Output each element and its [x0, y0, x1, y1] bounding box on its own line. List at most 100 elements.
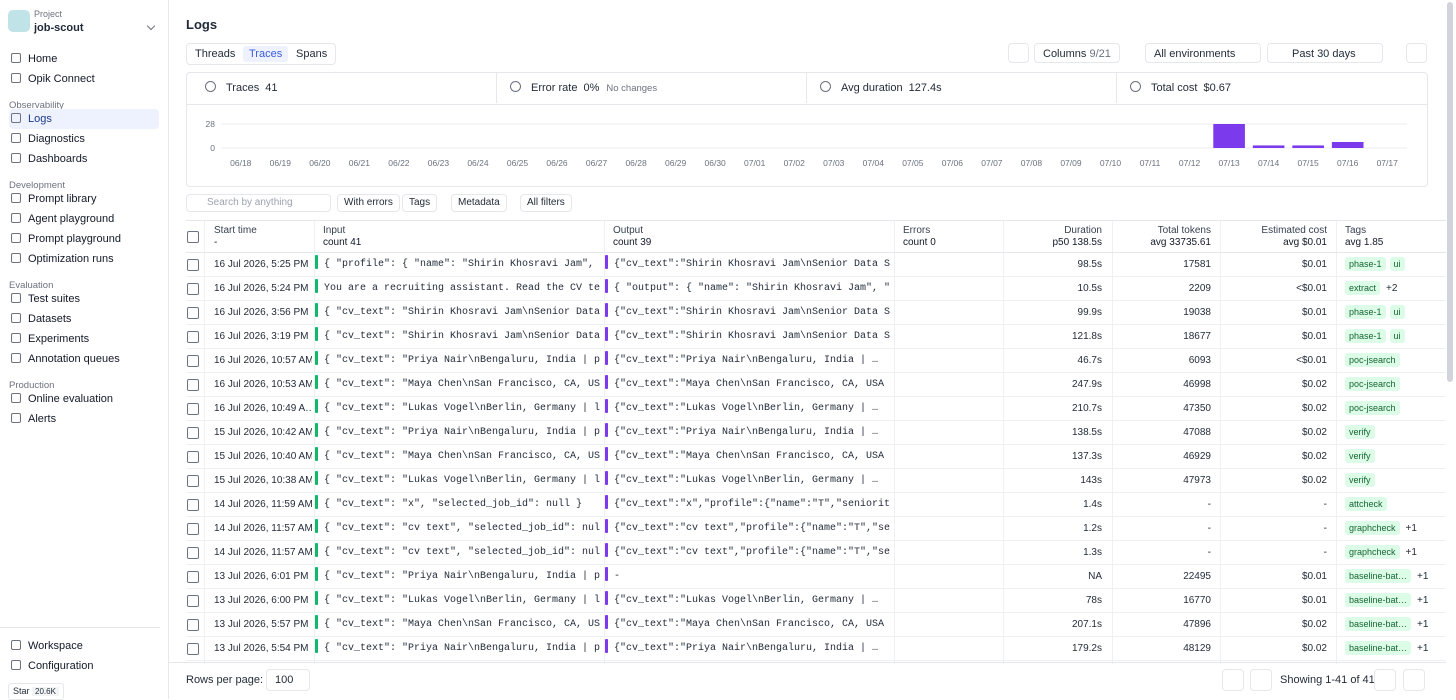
- input-text: { "cv_text": "Priya Nair\nBengaluru, Ind…: [324, 643, 600, 654]
- column-border: [1220, 221, 1221, 664]
- checkbox[interactable]: [187, 475, 199, 487]
- rows-per-page-select[interactable]: 100: [266, 669, 310, 691]
- nav-item[interactable]: Logs: [9, 109, 159, 129]
- project-icon: [8, 10, 30, 32]
- nav-item[interactable]: Optimization runs: [9, 249, 159, 269]
- tokens: 16770: [1183, 595, 1211, 606]
- checkbox[interactable]: [187, 231, 199, 243]
- input-cell: { "cv_text": "Shirin Khosravi Jam\nSenio…: [315, 301, 600, 325]
- checkbox[interactable]: [187, 595, 199, 607]
- nav-item[interactable]: Prompt playground: [9, 229, 159, 249]
- tab[interactable]: Traces: [243, 46, 289, 62]
- filter-button[interactable]: With errors: [337, 194, 400, 212]
- checkbox[interactable]: [187, 643, 199, 655]
- nav-label: Diagnostics: [28, 133, 85, 145]
- checkbox[interactable]: [187, 571, 199, 583]
- cost: -: [1323, 523, 1327, 534]
- first-page[interactable]: [1222, 669, 1244, 691]
- nav-item[interactable]: Datasets: [9, 309, 159, 329]
- nav-item[interactable]: Workspace: [9, 636, 159, 656]
- output-marker: [605, 567, 608, 581]
- column-title[interactable]: Tags: [1345, 225, 1367, 236]
- star-button[interactable]: Star 20.6K: [8, 683, 64, 700]
- checkbox[interactable]: [187, 547, 199, 559]
- nav-label: Alerts: [28, 413, 57, 425]
- filter-button[interactable]: Tags: [402, 194, 438, 212]
- output-text: {"cv_text":"Maya Chen\nSan Francisco, CA…: [614, 451, 890, 462]
- output-cell: {"cv_text":"cv text","profile":{"name":"…: [605, 541, 890, 565]
- nav-item[interactable]: Dashboards: [9, 149, 159, 169]
- duration: 247.9s: [1071, 379, 1102, 390]
- checkbox[interactable]: [187, 403, 199, 415]
- tab[interactable]: Threads: [195, 48, 236, 60]
- tag: graphcheck: [1345, 545, 1400, 559]
- row-border: [186, 516, 1446, 517]
- column-border: [1003, 221, 1004, 664]
- nav-item[interactable]: Home: [9, 49, 159, 69]
- column-title[interactable]: Estimated cost: [1261, 225, 1327, 236]
- checkbox[interactable]: [187, 259, 199, 271]
- input-cell: { "cv_text": "Lukas Vogel\nBerlin, Germa…: [315, 589, 600, 613]
- input-text: { "cv_text": "cv text", "selected_job_id…: [324, 547, 600, 558]
- checkbox[interactable]: [187, 451, 199, 463]
- filter-button[interactable]: All filters: [520, 194, 572, 212]
- project-name[interactable]: job-scout: [34, 22, 84, 34]
- nav-item[interactable]: Diagnostics: [9, 129, 159, 149]
- input-cell: { "cv_text": "cv text", "selected_job_id…: [315, 541, 600, 565]
- column-title[interactable]: Total tokens: [1157, 225, 1211, 236]
- nav-item[interactable]: Prompt library: [9, 189, 159, 209]
- x-tick-label: 07/16: [1337, 158, 1359, 168]
- bar: [1331, 142, 1364, 148]
- input-text: { "cv_text": "cv text", "selected_job_id…: [324, 523, 600, 534]
- tab[interactable]: Spans: [296, 48, 328, 60]
- columns-button[interactable]: Columns 9/21: [1034, 43, 1120, 63]
- checkbox[interactable]: [187, 619, 199, 631]
- x-tick-label: 07/08: [1021, 158, 1043, 168]
- tokens: 18677: [1183, 331, 1211, 342]
- column-title[interactable]: Input: [323, 225, 346, 236]
- start-time: 16 Jul 2026, 5:25 PM: [214, 259, 309, 270]
- nav-item[interactable]: Configuration: [9, 656, 159, 676]
- column-title[interactable]: Start time: [214, 225, 257, 236]
- tags-cell: attcheck: [1345, 493, 1445, 517]
- column-title[interactable]: Duration: [1064, 225, 1102, 236]
- nav-item[interactable]: Online evaluation: [9, 389, 159, 409]
- chevron[interactable]: [146, 21, 156, 31]
- output-marker: [605, 327, 608, 341]
- input-text: { "cv_text": "Priya Nair\nBengaluru, Ind…: [324, 355, 600, 366]
- nav-item[interactable]: Annotation queues: [9, 349, 159, 369]
- next-page[interactable]: [1374, 669, 1396, 691]
- sidebar: Project job-scout Star 20.6K Home Opik Co…: [0, 0, 169, 700]
- section-title: Observability: [9, 100, 64, 111]
- nav-item[interactable]: Agent playground: [9, 209, 159, 229]
- filter-button[interactable]: Metadata: [451, 194, 507, 212]
- search-input[interactable]: Search by anything: [186, 194, 331, 212]
- nav-item[interactable]: Test suites: [9, 289, 159, 309]
- nav-item[interactable]: Alerts: [9, 409, 159, 429]
- prev-page[interactable]: [1250, 669, 1272, 691]
- nav-item[interactable]: Experiments: [9, 329, 159, 349]
- scrollbar[interactable]: [1447, 2, 1453, 382]
- input-cell: { "cv_text": "Shirin Khosravi Jam\nSenio…: [315, 325, 600, 349]
- checkbox[interactable]: [187, 307, 199, 319]
- last-page[interactable]: [1403, 669, 1425, 691]
- start-time: 14 Jul 2026, 11:57 AM: [214, 523, 312, 534]
- checkbox[interactable]: [187, 355, 199, 367]
- output-marker: [605, 303, 608, 317]
- checkbox[interactable]: [187, 499, 199, 511]
- environment-select[interactable]: All environments: [1145, 43, 1261, 63]
- row-border: [186, 588, 1446, 589]
- checkbox[interactable]: [187, 331, 199, 343]
- checkbox[interactable]: [187, 283, 199, 295]
- nav-item[interactable]: Opik Connect: [9, 69, 159, 89]
- output-text: -: [614, 571, 621, 582]
- view-toggle[interactable]: [1008, 43, 1029, 63]
- column-title[interactable]: Errors: [903, 225, 931, 236]
- refresh-button[interactable]: [1406, 43, 1427, 63]
- x-tick-label: 07/01: [744, 158, 766, 168]
- checkbox[interactable]: [187, 427, 199, 439]
- checkbox[interactable]: [187, 523, 199, 535]
- date-range-select[interactable]: Past 30 days: [1267, 43, 1383, 63]
- checkbox[interactable]: [187, 379, 199, 391]
- column-title[interactable]: Output: [613, 225, 644, 236]
